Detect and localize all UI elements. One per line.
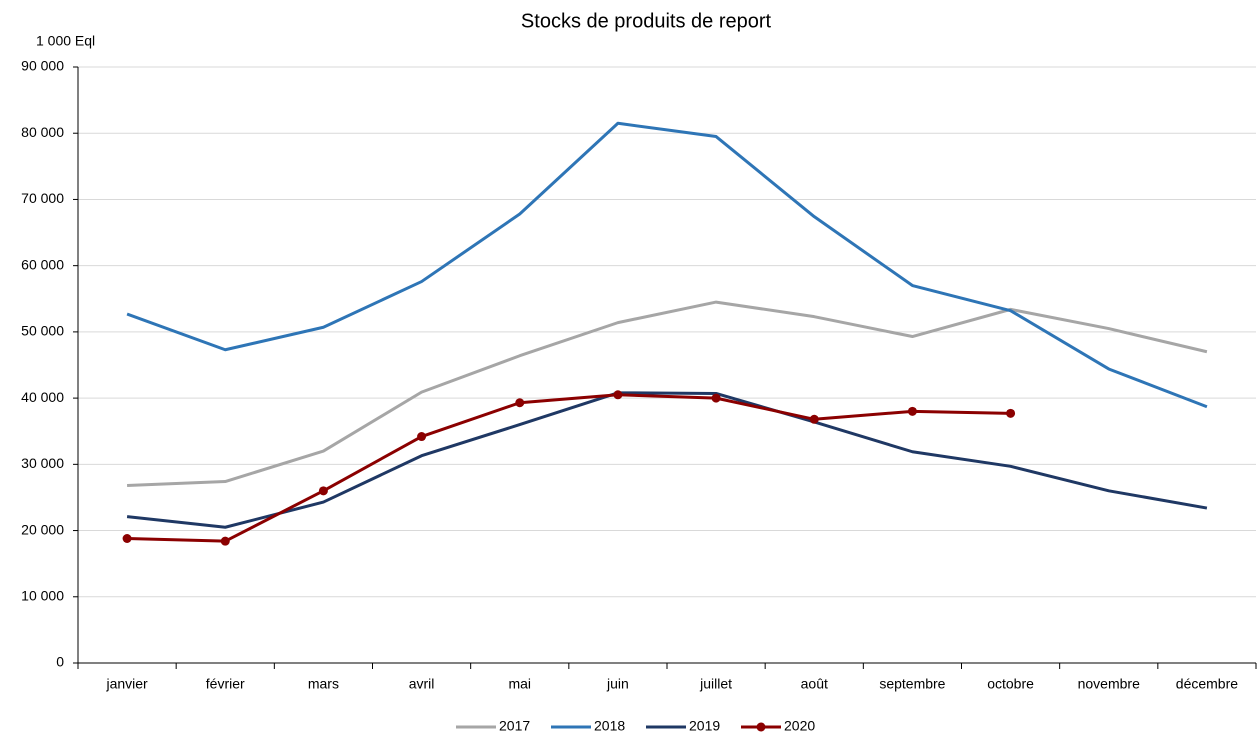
x-tick-label: janvier xyxy=(105,676,148,692)
y-tick-label: 0 xyxy=(56,654,64,670)
series-marker xyxy=(711,393,721,403)
series-line xyxy=(127,393,1011,543)
legend-label: 2017 xyxy=(499,718,530,734)
series-marker xyxy=(1006,408,1016,418)
x-tick-label: juillet xyxy=(699,676,732,692)
legend-label: 2019 xyxy=(689,718,720,734)
x-tick-label: octobre xyxy=(987,676,1034,692)
series-line xyxy=(126,121,1208,409)
series-marker xyxy=(122,534,132,544)
legend-label: 2018 xyxy=(594,718,625,734)
x-tick-label: novembre xyxy=(1078,676,1140,692)
series-marker xyxy=(515,398,525,408)
series-line xyxy=(127,300,1208,488)
y-tick-label: 60 000 xyxy=(21,256,64,272)
series-marker xyxy=(220,536,230,546)
x-tick-label: mars xyxy=(308,676,339,692)
x-tick-label: avril xyxy=(409,676,435,692)
x-tick-label: septembre xyxy=(879,676,945,692)
series-marker xyxy=(613,390,623,400)
x-tick-label: décembre xyxy=(1176,676,1238,692)
y-tick-label: 30 000 xyxy=(21,455,64,471)
y-tick-label: 40 000 xyxy=(21,389,64,405)
y-tick-label: 20 000 xyxy=(21,521,64,537)
x-tick-label: août xyxy=(801,676,828,692)
legend-label: 2020 xyxy=(784,718,815,734)
x-tick-label: mai xyxy=(508,676,531,692)
series-marker xyxy=(318,486,328,496)
series-line xyxy=(126,391,1208,529)
chart-title: Stocks de produits de report xyxy=(521,10,772,32)
series-marker xyxy=(809,414,819,424)
y-tick-label: 70 000 xyxy=(21,190,64,206)
series-marker xyxy=(907,406,917,416)
series-marker xyxy=(417,432,427,442)
y-axis-label: 1 000 Eql xyxy=(36,33,95,49)
x-tick-label: juin xyxy=(606,676,629,692)
legend-marker xyxy=(756,722,766,732)
y-tick-label: 80 000 xyxy=(21,124,64,140)
y-tick-label: 10 000 xyxy=(21,587,64,603)
y-tick-label: 90 000 xyxy=(21,58,64,74)
x-tick-label: février xyxy=(206,676,245,692)
y-tick-label: 50 000 xyxy=(21,323,64,339)
